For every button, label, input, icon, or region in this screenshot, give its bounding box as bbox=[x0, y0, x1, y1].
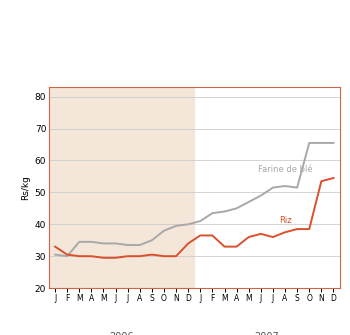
Text: Figure 9. Prix de détail des denrées alimentaires: Figure 9. Prix de détail des denrées ali… bbox=[14, 17, 284, 27]
Bar bbox=[49, 87, 194, 288]
Text: à Colombo, Sri Lanka: à Colombo, Sri Lanka bbox=[14, 50, 132, 60]
Text: Riz: Riz bbox=[279, 216, 292, 225]
Text: 2006: 2006 bbox=[109, 332, 134, 335]
Text: 2007: 2007 bbox=[254, 332, 279, 335]
Y-axis label: Rs/kg: Rs/kg bbox=[22, 175, 30, 200]
Text: Farine de blé: Farine de blé bbox=[258, 164, 313, 174]
